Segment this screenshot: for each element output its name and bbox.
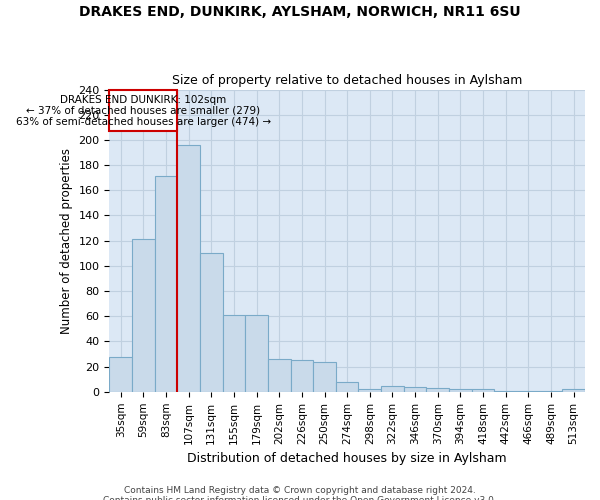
Bar xyxy=(268,359,290,392)
Bar xyxy=(177,145,200,392)
Y-axis label: Number of detached properties: Number of detached properties xyxy=(60,148,73,334)
Bar xyxy=(539,390,562,392)
X-axis label: Distribution of detached houses by size in Aylsham: Distribution of detached houses by size … xyxy=(187,452,507,465)
Text: Contains public sector information licensed under the Open Government Licence v3: Contains public sector information licen… xyxy=(103,496,497,500)
Bar xyxy=(494,390,517,392)
Bar xyxy=(109,356,132,392)
Bar xyxy=(472,390,494,392)
Bar xyxy=(562,390,585,392)
Bar xyxy=(200,254,223,392)
Bar xyxy=(245,315,268,392)
Bar xyxy=(313,362,336,392)
Title: Size of property relative to detached houses in Aylsham: Size of property relative to detached ho… xyxy=(172,74,523,87)
Bar xyxy=(290,360,313,392)
Bar xyxy=(404,387,427,392)
Text: DRAKES END DUNKIRK: 102sqm: DRAKES END DUNKIRK: 102sqm xyxy=(60,94,226,104)
FancyBboxPatch shape xyxy=(109,90,177,131)
Bar xyxy=(449,390,472,392)
Bar xyxy=(427,388,449,392)
Bar xyxy=(132,240,155,392)
Bar xyxy=(381,386,404,392)
Bar xyxy=(517,390,539,392)
Bar xyxy=(358,390,381,392)
Text: DRAKES END, DUNKIRK, AYLSHAM, NORWICH, NR11 6SU: DRAKES END, DUNKIRK, AYLSHAM, NORWICH, N… xyxy=(79,5,521,19)
Bar xyxy=(336,382,358,392)
Text: 63% of semi-detached houses are larger (474) →: 63% of semi-detached houses are larger (… xyxy=(16,118,271,128)
Bar xyxy=(223,315,245,392)
Text: ← 37% of detached houses are smaller (279): ← 37% of detached houses are smaller (27… xyxy=(26,106,260,116)
Bar xyxy=(155,176,177,392)
Text: Contains HM Land Registry data © Crown copyright and database right 2024.: Contains HM Land Registry data © Crown c… xyxy=(124,486,476,495)
